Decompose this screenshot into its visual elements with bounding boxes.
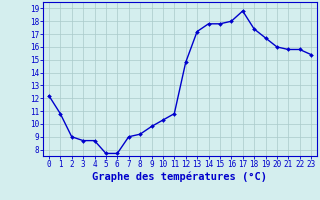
X-axis label: Graphe des températures (°C): Graphe des températures (°C) [92, 172, 268, 182]
